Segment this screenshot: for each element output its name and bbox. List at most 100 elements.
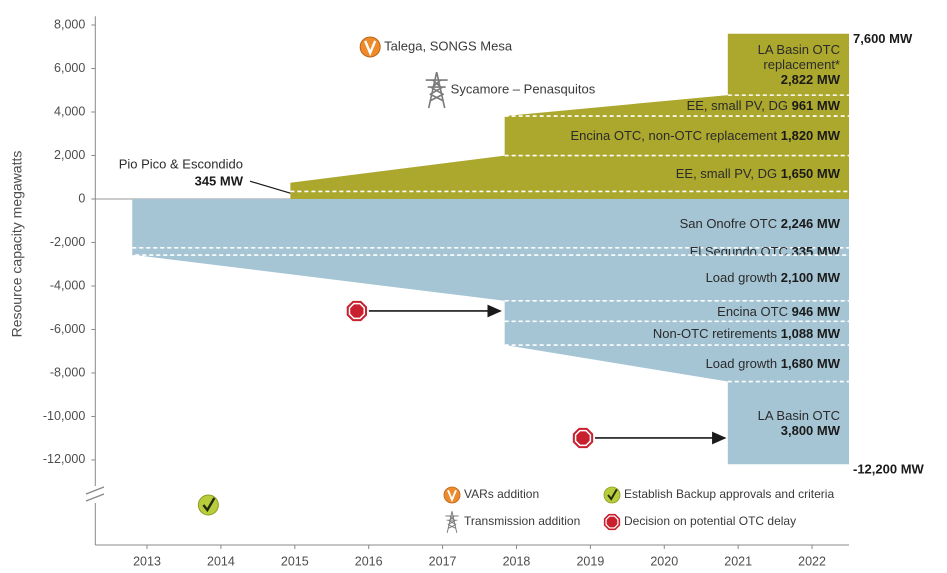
segment-label-text: Load growth 2,100 MW (706, 270, 840, 285)
event-label: Talega, SONGS Mesa (384, 38, 513, 53)
segment-value: 2,822 MW (780, 71, 840, 87)
segment-label-text: Non-OTC retirements 1,088 MW (653, 326, 840, 341)
segment-label-box: Load growth 2,100 MW (440, 238, 840, 318)
segment-name: LA Basin OTC replacement* (757, 41, 840, 72)
segment-value-label: 345 MW (195, 174, 244, 189)
event-icon (603, 486, 621, 504)
legend-label: Establish Backup approvals and criteria (624, 487, 834, 501)
y-tick-label: 8,000 (54, 17, 85, 31)
segment-name: Encina OTC (717, 303, 788, 319)
segment-label-box: EE, small PV, DG 961 MW (440, 66, 840, 146)
segment-name: San Onofre OTC (679, 215, 778, 231)
segment-label: Encina OTC 946 MW (440, 271, 840, 351)
area-segment (504, 116, 849, 156)
event-icon (197, 494, 219, 516)
segment-label: Load growth 1,680 MW (440, 323, 840, 403)
segment-label-text: Encina OTC, non-OTC replacement 1,820 MW (570, 128, 840, 143)
area-segment (727, 33, 849, 96)
y-tick-label: 6,000 (54, 61, 85, 75)
segment-label-box: Encina OTC, non-OTC replacement 1,820 MW (440, 96, 840, 176)
check-icon (603, 486, 621, 504)
segment-name: Non-OTC retirements (652, 325, 778, 341)
check-icon (197, 494, 219, 516)
tower-icon (445, 511, 459, 533)
segment-name: Load growth (705, 355, 778, 371)
x-tick-label: 2022 (798, 554, 826, 568)
segment-value: 2,100 MW (780, 270, 840, 286)
y-axis-label: Resource capacity megawatts (9, 151, 25, 338)
segment-label-box: San Onofre OTC 2,246 MW (440, 183, 840, 263)
y-tick-label: -4,000 (50, 278, 85, 292)
segment-label-text: EE, small PV, DG 1,650 MW (676, 166, 840, 181)
segment-value: 961 MW (791, 98, 840, 114)
area-segment (504, 321, 849, 346)
y-tick-label: -10,000 (43, 409, 85, 423)
segment-value: 3,800 MW (780, 422, 840, 438)
event-icon (443, 486, 461, 504)
segment-label-box: Non-OTC retirements 1,088 MW (440, 293, 840, 373)
segment-label-box: Encina OTC 946 MW (440, 271, 840, 351)
segment-label-text: Load growth 1,680 MW (706, 356, 840, 371)
x-tick-label: 2014 (207, 554, 235, 568)
segment-label-text: San Onofre OTC 2,246 MW (680, 216, 840, 231)
segment-label-box: EE, small PV, DG 1,650 MW (440, 134, 840, 214)
segment-label: EE, small PV, DG 961 MW (440, 66, 840, 146)
segment-value: 1,650 MW (780, 166, 840, 182)
segment-label-text: EE, small PV, DG 961 MW (687, 98, 840, 113)
stop-ring (574, 429, 592, 447)
y-tick-label: -12,000 (43, 452, 85, 466)
stop-ring (605, 515, 619, 529)
event-icon (445, 511, 459, 533)
segment-label: EE, small PV, DG 1,650 MW (440, 134, 840, 214)
area-segment (290, 155, 849, 192)
segment-label: Load growth 2,100 MW (440, 238, 840, 318)
area-segment (727, 381, 849, 465)
total-label: 7,600 MW (853, 31, 913, 46)
area-segment (504, 300, 849, 322)
segment-name: LA Basin OTC (757, 407, 840, 423)
area-segment (132, 247, 849, 256)
segment-name: EE, small PV, DG (675, 166, 778, 182)
var-glyph (447, 489, 457, 503)
legend-label: VARs addition (464, 487, 539, 501)
axis-break (85, 493, 105, 502)
leader-line (249, 180, 291, 194)
segment-value: 1,820 MW (780, 128, 840, 144)
x-tick-label: 2015 (281, 554, 309, 568)
segment-name: EE, small PV, DG (686, 98, 788, 114)
x-tick-label: 2021 (724, 554, 752, 568)
var-glyph (364, 40, 377, 57)
event-icon (603, 513, 621, 531)
segment-value: 2,246 MW (780, 215, 840, 231)
total-label: -12,200 MW (853, 462, 925, 477)
y-tick-label: -2,000 (50, 235, 85, 249)
check-glyph (607, 488, 618, 501)
segment-label: San Onofre OTC 2,246 MW (440, 183, 840, 263)
y-tick-label: -8,000 (50, 365, 85, 379)
tower-icon (425, 71, 448, 109)
segment-label-text: LA Basin OTC replacement* 2,822 MW (728, 42, 840, 87)
area-segment (135, 255, 849, 301)
y-tick-label: 0 (78, 191, 85, 205)
stop-ring (348, 302, 366, 320)
segment-name: Encina OTC, non-OTC replacement (570, 128, 778, 144)
x-tick-label: 2019 (576, 554, 604, 568)
segment-name: Load growth (705, 270, 778, 286)
event-label: Sycamore – Penasquitos (451, 81, 596, 96)
area-segment (504, 345, 849, 382)
x-tick-label: 2016 (355, 554, 383, 568)
segment-label: Encina OTC, non-OTC replacement 1,820 MW (440, 96, 840, 176)
segment-label: Non-OTC retirements 1,088 MW (440, 293, 840, 373)
segment-value: 1,680 MW (780, 355, 840, 371)
y-tick-label: 2,000 (54, 148, 85, 162)
y-tick-label: -6,000 (50, 322, 85, 336)
segment-label-box: Load growth 1,680 MW (440, 323, 840, 403)
area-segment (290, 191, 849, 199)
axis-break (85, 486, 105, 495)
segment-label: LA Basin OTC replacement* 2,822 MW (728, 24, 840, 104)
segment-value: 1,088 MW (780, 325, 840, 341)
segment-label-box: LA Basin OTC replacement* 2,822 MW (728, 24, 840, 104)
event-icon (346, 300, 368, 322)
area-segment (132, 198, 849, 248)
